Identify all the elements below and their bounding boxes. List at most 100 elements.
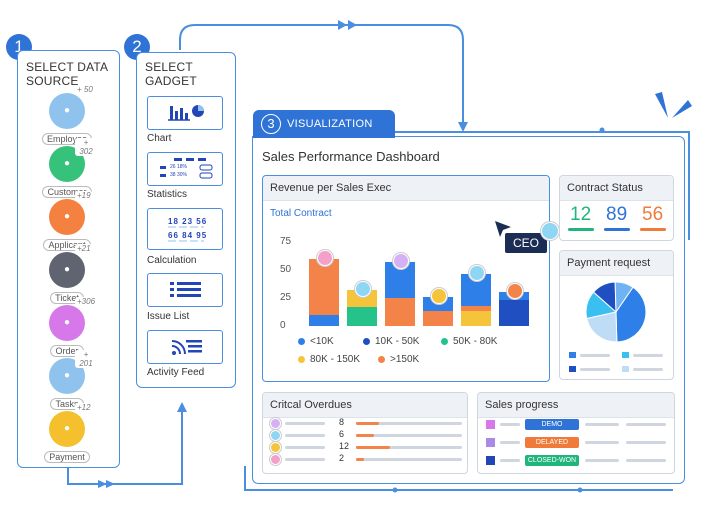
pie-slice[interactable] [615,286,647,343]
pie-slice[interactable] [614,281,634,314]
progress-name-line [500,423,520,426]
statistics-mini-row-1: 26 18% [170,164,187,170]
employee-icon: ● [49,93,85,129]
progress-status-tag: CLOSED-WON [525,455,579,466]
ceo-label: CEO [505,233,547,253]
progress-marker [486,456,495,465]
activity-feed-gadget[interactable] [147,330,223,364]
overdue-count: 8 [339,417,345,427]
critical-overdues-card[interactable]: Critcal Overdues [262,392,468,474]
payment-pie [585,281,647,343]
icon-glyph: ● [63,105,71,116]
overdue-avatar [270,454,281,465]
overdue-name-line [285,422,325,425]
overdue-name-line [285,458,325,461]
icon-glyph: ● [63,370,71,381]
bar-segment[interactable] [309,314,339,326]
overdue-count: 2 [339,453,345,463]
overdue-fill [356,422,380,425]
pie-legend-swatch [622,366,629,372]
sales-exec-avatar [317,249,333,266]
data-source-7[interactable]: ● +12 Payment [37,403,97,465]
source-count: +19 [75,191,93,200]
revenue-card-title: Revenue per Sales Exec [263,176,549,201]
y-tick-label: 0 [280,320,286,331]
ceo-avatar [541,222,559,240]
icon-glyph: ● [63,317,71,328]
sales-exec-avatar [507,283,523,300]
bar-segment[interactable] [347,306,377,326]
sales-exec-avatar [393,253,409,270]
contract-status-value-3: 56 [642,204,664,225]
ticket-icon: ● [49,252,85,288]
pie-slice[interactable] [586,311,618,343]
cursor-icon [495,221,511,237]
pie-legend-line [633,354,663,357]
overdue-track [356,434,462,437]
sales-exec-avatar [469,265,485,282]
progress-line [585,423,619,426]
overdue-avatar [270,430,281,441]
bar-segment[interactable] [461,311,491,326]
revenue-subtitle: Total Contract [270,208,332,219]
sales-exec-avatar [431,287,447,304]
progress-line [626,423,666,426]
overdue-fill [356,434,375,437]
y-tick-label: 75 [280,236,292,247]
statistics-gadget-label: Statistics [147,189,188,200]
decoration-marks [655,92,692,118]
progress-line [585,441,619,444]
bar-segment[interactable] [309,258,339,315]
icon-glyph: ● [63,423,71,434]
payment-icon: ● [49,411,85,447]
progress-line [585,459,619,462]
step-3-title: VISUALIZATION [287,118,373,130]
pie-legend-swatch [622,352,629,358]
source-count: +21 [75,244,93,253]
legend-swatch [298,337,305,345]
legend-item-1: <10K [298,336,334,347]
overdue-count: 6 [339,429,345,439]
bar-segment[interactable] [385,298,415,326]
issue-list-icon [170,282,201,297]
step-3-badge: 3 [261,114,281,134]
progress-line [626,459,666,462]
statistics-icon [160,158,213,179]
progress-status-tag: DEMO [525,419,579,430]
statistics-gadget[interactable]: 26 18% 38 30% [147,152,223,186]
overdue-fill [356,458,365,461]
contract-status-card[interactable]: Contract Status 12 89 56 [559,175,674,241]
pie-legend-swatch [569,352,576,358]
source-label: Payment [44,451,90,463]
calculation-gadget[interactable]: 18 23 56 66 84 95 [147,208,223,250]
issue-list-gadget[interactable] [147,273,223,307]
overdue-count: 12 [339,441,350,451]
overdue-avatar [270,442,281,453]
icon-glyph: ● [63,264,71,275]
progress-name-line [500,459,520,462]
visualization-tab: 3 VISUALIZATION [253,110,395,138]
bar-segment[interactable] [461,305,491,312]
pie-legend-swatch [569,366,576,372]
bar-segment[interactable] [347,290,377,307]
chart-gadget[interactable] [147,96,223,130]
bar-segment[interactable] [423,311,453,326]
legend-item-5: >150K [378,354,419,365]
overdue-avatar [270,418,281,429]
issue-list-gadget-label: Issue List [147,311,190,322]
legend-item-3: 50K - 80K [441,336,497,347]
source-count: + 201 [75,350,97,368]
sales-progress-title: Sales progress [478,393,674,418]
status-underline-3 [640,228,666,231]
bar-segment[interactable] [499,300,529,326]
status-underline-1 [568,228,594,231]
overdue-fill [356,446,390,449]
source-count: + 50 [75,85,95,94]
progress-marker [486,438,495,447]
icon-glyph: ● [63,211,71,222]
source-count: +306 [75,297,98,306]
statistics-mini-row-2: 38 30% [170,172,187,178]
overdue-track [356,422,462,425]
dashboard-title: Sales Performance Dashboard [262,149,440,164]
